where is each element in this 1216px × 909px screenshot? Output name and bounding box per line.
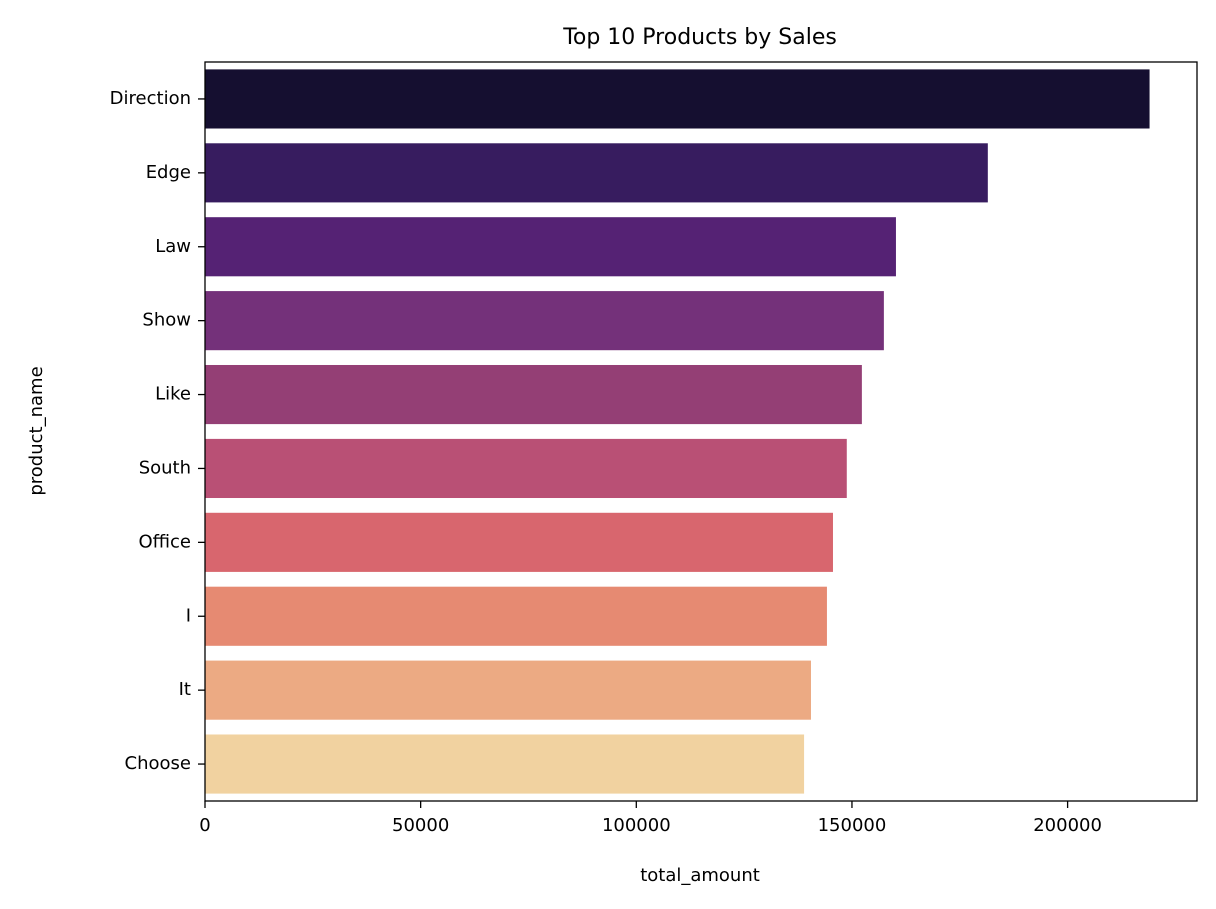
y-tick-label: Show <box>142 310 191 331</box>
y-tick-label: Edge <box>146 162 191 183</box>
y-axis-ticks: Direction Edge Law Show Like South Office I It Ch… <box>110 88 205 774</box>
bar-show <box>205 291 884 351</box>
y-tick-label: South <box>139 457 191 478</box>
bar-like <box>205 364 862 425</box>
bar-direction <box>205 69 1150 129</box>
x-axis-label: total_amount <box>640 865 760 886</box>
bar-choose <box>205 734 805 794</box>
chart-title: Top 10 Products by Sales <box>562 25 837 50</box>
x-tick-label: 200000 <box>1033 815 1102 836</box>
y-tick-label: Office <box>138 531 191 552</box>
x-axis-ticks: 0 50000 100000 150000 200000 <box>199 801 1102 836</box>
bar-edge <box>205 143 988 203</box>
bar-i <box>205 586 827 646</box>
y-tick-label: It <box>179 679 191 700</box>
y-tick-label: Choose <box>125 753 191 774</box>
x-tick-label: 50000 <box>392 815 449 836</box>
bars-group <box>205 69 1150 794</box>
x-tick-label: 150000 <box>818 815 887 836</box>
bar-it <box>205 660 811 720</box>
bar-south <box>205 438 847 499</box>
y-tick-label: Law <box>155 236 191 257</box>
y-axis-label: product_name <box>26 366 47 495</box>
y-tick-label: Direction <box>110 88 191 109</box>
bar-law <box>205 217 896 277</box>
plot-frame <box>204 61 1198 802</box>
y-tick-label: Like <box>155 384 191 405</box>
y-tick-label: I <box>186 605 191 626</box>
x-tick-label: 100000 <box>602 815 671 836</box>
x-tick-label: 0 <box>199 815 210 836</box>
bar-office <box>205 512 833 572</box>
